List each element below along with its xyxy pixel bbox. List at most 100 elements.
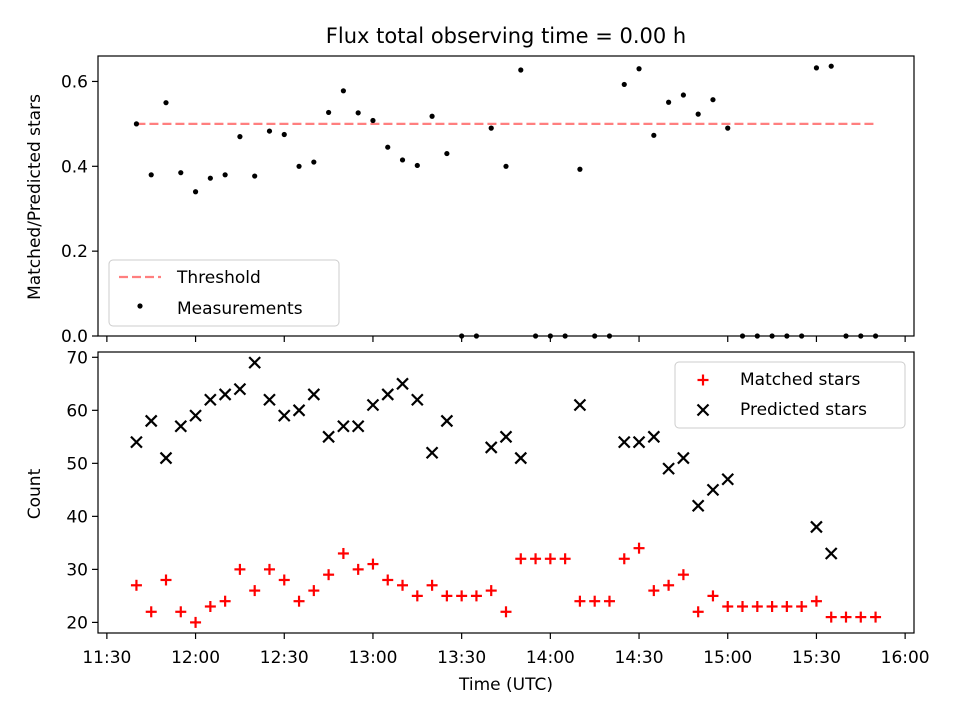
measurement-point — [340, 88, 346, 94]
predicted-star-point — [573, 398, 587, 412]
legend-predicted-label: Predicted stars — [740, 400, 867, 420]
x-tick-label: 15:00 — [703, 648, 752, 668]
predicted-star-point — [277, 409, 291, 422]
legend-matched-swatch — [697, 374, 709, 386]
bottom-y-tick-label: 20 — [66, 613, 88, 633]
predicted-star-point — [366, 398, 380, 412]
measurement-point — [311, 159, 317, 165]
measurement-point — [666, 99, 672, 105]
matched-star-point — [441, 590, 453, 602]
predicted-star-point — [159, 451, 173, 465]
measurement-point — [326, 109, 332, 116]
measurement-point — [828, 63, 834, 69]
measurement-point — [296, 163, 302, 169]
measurement-point — [281, 131, 287, 138]
predicted-star-point — [337, 419, 350, 433]
predicted-star-point — [632, 435, 646, 449]
matched-star-point — [352, 563, 364, 575]
predicted-star-point — [662, 462, 675, 475]
matched-star-point — [855, 611, 867, 623]
top-y-axis-label: Matched/Predicted stars — [25, 94, 45, 300]
predicted-star-point — [677, 451, 690, 465]
top-y-tick-label: 0.6 — [61, 72, 88, 92]
measurement-point — [252, 173, 258, 179]
bottom-axis-ticks: 11:30 12:00 12:30 13:00 13:30 14:00 14:30 15:00… — [66, 348, 929, 668]
x-tick-label: 16:00 — [881, 648, 930, 668]
x-tick-label: 12:30 — [260, 648, 309, 668]
bottom-legend-box — [674, 361, 906, 429]
measurement-point — [192, 189, 199, 195]
predicted-star-point — [204, 393, 217, 406]
predicted-star-point — [721, 472, 735, 486]
matched-star-point — [367, 558, 379, 570]
matched-star-point — [737, 600, 749, 612]
bottom-axes-frame — [97, 351, 915, 634]
measurement-point — [385, 144, 391, 150]
measurement-point — [222, 172, 228, 178]
matched-star-point — [234, 563, 246, 575]
matched-star-point — [278, 574, 290, 586]
predicted-star-point — [440, 414, 454, 428]
predicted-star-point — [233, 382, 247, 396]
legend-matched-label: Matched stars — [740, 370, 860, 390]
measurement-point — [266, 128, 273, 134]
x-tick-label: 13:30 — [437, 648, 486, 668]
matched-star-point — [722, 600, 734, 612]
predicted-star-point — [411, 393, 424, 406]
matched-star-point — [204, 600, 216, 612]
predicted-star-point — [351, 419, 365, 433]
measurement-point — [207, 175, 213, 181]
matched-star-point — [574, 595, 586, 607]
measurement-point — [680, 92, 686, 98]
matched-star-point — [485, 585, 497, 597]
measurement-point — [429, 113, 435, 119]
matched-star-point — [500, 606, 512, 618]
measurement-point — [636, 66, 642, 72]
legend-measurements-swatch — [137, 303, 143, 309]
matched-star-point — [470, 590, 482, 602]
bottom-panel: Count Time (UTC) 11:30 12:00 12:30 13:00 13:… — [25, 348, 930, 695]
matched-star-point — [411, 590, 423, 602]
top-y-tick-label: 0.4 — [61, 157, 88, 177]
x-tick-label: 15:30 — [792, 648, 841, 668]
top-panel: Flux total observing time = 0.00 h Match… — [25, 24, 915, 347]
legend-predicted-swatch — [696, 403, 710, 417]
predicted-star-point — [292, 404, 306, 417]
matched-star-point — [308, 585, 320, 597]
matched-star-point — [751, 600, 763, 612]
measurement-point — [813, 65, 820, 71]
matched-star-point — [870, 611, 882, 623]
predicted-star-point — [514, 451, 528, 465]
predicted-star-point — [307, 388, 321, 401]
chart-title: Flux total observing time = 0.00 h — [326, 24, 686, 48]
legend-measurements-label: Measurements — [177, 299, 303, 319]
predicted-star-point — [130, 435, 143, 449]
measurement-point — [370, 117, 376, 124]
matched-star-point — [426, 579, 438, 591]
matched-star-point — [160, 574, 172, 586]
measurement-point — [651, 132, 657, 138]
top-y-tick-label: 0.2 — [61, 242, 88, 262]
measurement-point — [237, 134, 243, 140]
bottom-y-tick-label: 70 — [66, 348, 88, 368]
bottom-y-tick-label: 40 — [66, 507, 88, 527]
matched-star-point — [677, 569, 689, 581]
legend-matched-marker — [697, 374, 709, 386]
top-axes-frame — [97, 55, 915, 337]
bottom-y-tick-label: 30 — [66, 560, 88, 580]
bottom-legend: Matched stars Predicted stars — [674, 361, 906, 429]
predicted-star-point — [824, 547, 838, 560]
top-y-tick-label: 0.0 — [61, 327, 88, 347]
matched-star-point — [293, 595, 305, 607]
legend-predicted-marker — [696, 403, 710, 417]
matched-star-point — [219, 595, 231, 607]
matched-star-point — [781, 600, 793, 612]
top-legend-box — [108, 259, 340, 327]
measurement-point — [488, 125, 494, 131]
matched-star-point — [618, 553, 630, 565]
matched-star-point — [263, 563, 275, 575]
predicted-star-point — [425, 446, 439, 460]
measurement-point — [577, 166, 583, 172]
predicted-star-point — [396, 377, 409, 391]
